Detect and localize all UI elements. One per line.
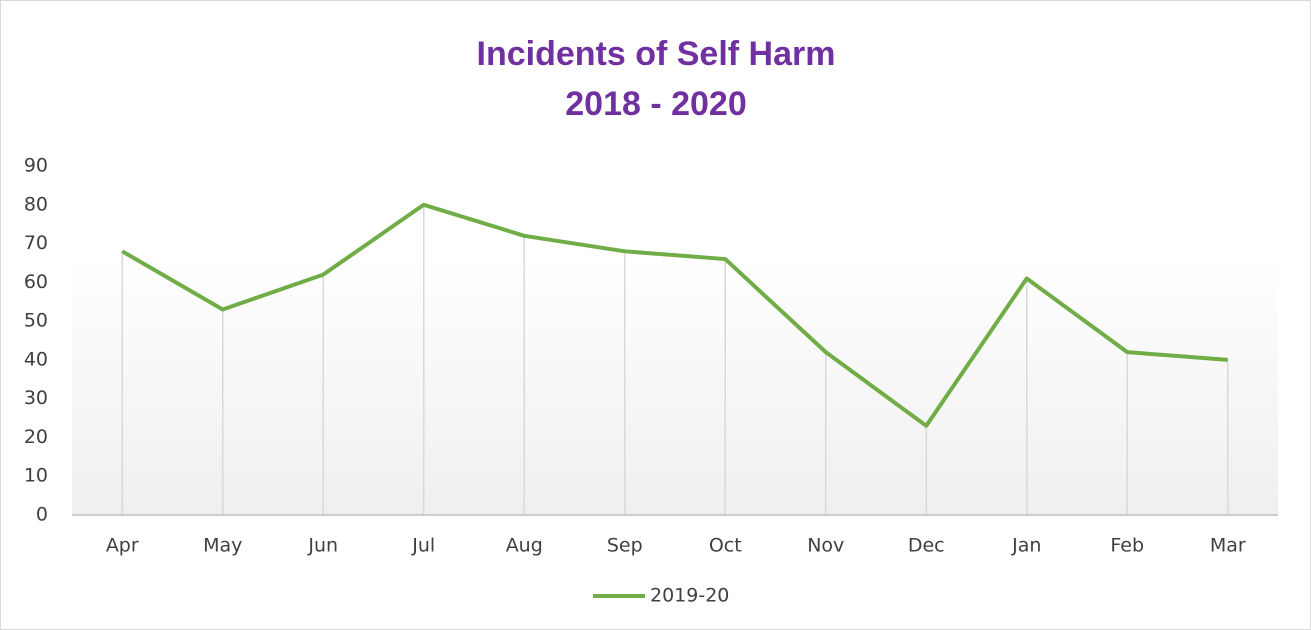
chart-subtitle: 2018 - 2020 <box>565 85 747 123</box>
legend-label: 2019-20 <box>650 585 729 607</box>
y-tick-label: 50 <box>24 310 48 332</box>
x-tick-label: May <box>203 535 242 557</box>
x-tick-label: Dec <box>908 535 945 557</box>
x-tick-label: Nov <box>807 535 844 557</box>
x-tick-label: Aug <box>506 535 543 557</box>
x-tick-label: Mar <box>1210 535 1246 557</box>
y-tick-label: 90 <box>24 155 48 177</box>
x-tick-label: Feb <box>1110 535 1144 557</box>
y-tick-label: 20 <box>24 426 48 448</box>
y-tick-label: 80 <box>24 193 48 215</box>
plot-area <box>72 166 1278 515</box>
y-tick-label: 10 <box>24 465 48 487</box>
x-tick-label: Jul <box>411 535 435 557</box>
x-tick-label: Apr <box>106 535 139 557</box>
x-tick-label: Sep <box>607 535 643 557</box>
y-tick-label: 40 <box>24 348 48 370</box>
chart-title: Incidents of Self Harm <box>477 35 836 73</box>
x-tick-label: Jan <box>1011 535 1041 557</box>
y-tick-label: 60 <box>24 271 48 293</box>
x-tick-label: Oct <box>709 535 742 557</box>
x-tick-label: Jun <box>307 535 338 557</box>
y-tick-label: 70 <box>24 232 48 254</box>
y-tick-label: 30 <box>24 387 48 409</box>
y-tick-label: 0 <box>36 504 48 526</box>
series-line <box>121 202 1228 428</box>
